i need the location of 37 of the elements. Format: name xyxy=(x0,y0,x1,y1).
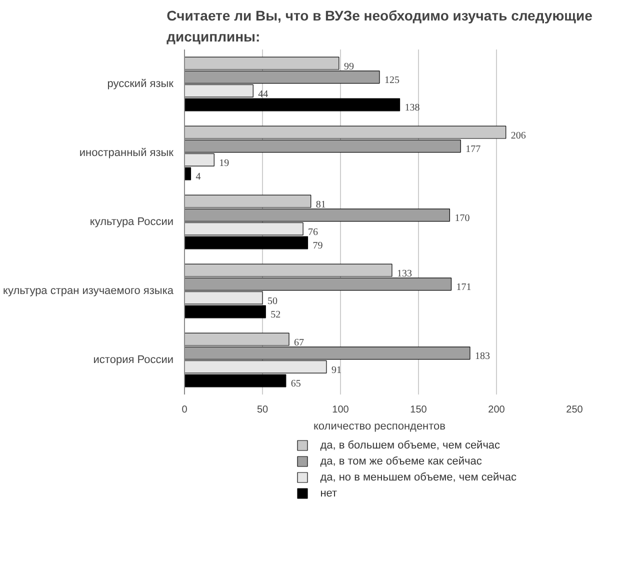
y-tick-label: русский язык xyxy=(107,78,174,90)
x-axis-title: количество респондентов xyxy=(313,420,446,432)
legend-label: да, в том же объеме как сейчас xyxy=(320,456,482,468)
data-label: 177 xyxy=(466,144,481,156)
x-tick-label: 100 xyxy=(332,404,350,416)
data-label: 170 xyxy=(454,213,470,224)
chart-title: Считаете ли Вы, что в ВУЗе необходимо изучать следующие дисциплины: xyxy=(166,8,593,44)
data-label: 50 xyxy=(268,296,278,307)
y-tick-label: культура России xyxy=(90,216,174,228)
data-label: 91 xyxy=(331,364,342,376)
x-tick-label: 200 xyxy=(488,404,506,416)
data-label: 76 xyxy=(308,226,318,238)
x-tick-label: 150 xyxy=(410,404,428,416)
data-label: 44 xyxy=(258,88,268,100)
data-label: 133 xyxy=(396,268,412,280)
data-label: 138 xyxy=(404,102,420,114)
data-label: 79 xyxy=(312,240,323,252)
data-label: 65 xyxy=(290,378,301,390)
legend-label: нет xyxy=(320,488,338,500)
data-label: 67 xyxy=(294,337,304,348)
y-tick-label: история России xyxy=(93,354,174,366)
data-label: 19 xyxy=(219,158,230,169)
data-label: 4 xyxy=(196,172,201,183)
x-tick-label: 50 xyxy=(256,404,268,416)
x-tick-label: 250 xyxy=(566,404,584,416)
data-label: 206 xyxy=(510,130,526,142)
data-label: 183 xyxy=(474,351,490,362)
y-tick-label: иностранный язык xyxy=(79,147,174,159)
data-label: 125 xyxy=(384,75,400,86)
data-label: 52 xyxy=(270,310,281,321)
x-tick-label: 0 xyxy=(182,404,188,416)
data-label: 99 xyxy=(344,61,354,72)
y-tick-label: культура стран изучаемого языка xyxy=(3,285,174,297)
data-label: 81 xyxy=(316,199,326,210)
legend-label: да, в большем объеме, чем сейчас xyxy=(320,440,501,452)
legend-label: да, но в меньшем объеме, чем сейчас xyxy=(320,472,517,484)
data-label: 171 xyxy=(456,282,472,294)
